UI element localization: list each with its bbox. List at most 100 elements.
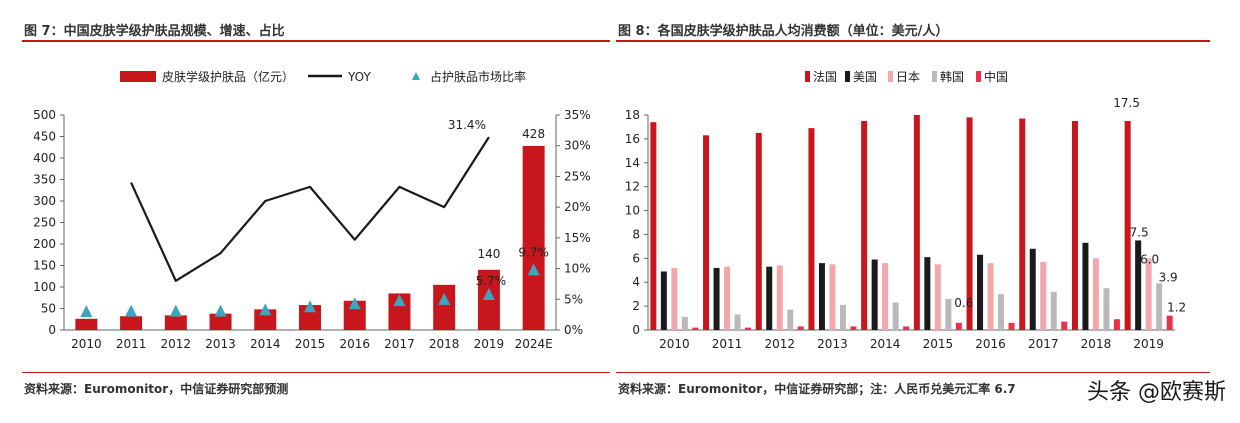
ratio-marker-2014 — [259, 303, 272, 316]
bar-china-2012 — [797, 326, 804, 330]
bar-korea-2012 — [787, 309, 794, 330]
bar-korea-2017 — [1050, 291, 1057, 330]
bar-china-2014 — [903, 326, 910, 330]
bar-scale-2018 — [433, 284, 456, 330]
ratio-marker-2024E — [527, 263, 540, 276]
right-y-tick-label: 5% — [564, 292, 583, 306]
bar-china-2010 — [692, 327, 699, 330]
x-tick-label: 2024E — [515, 337, 553, 351]
x-tick-label: 2010 — [71, 337, 102, 351]
legend-label-ratio: 占护肤品市场比率 — [430, 69, 526, 84]
right-chart: 法国 美国 日本 韩国 中国 0 2 4 6 8 10 12 14 16 18 2010 2011 2012 201… — [625, 69, 1186, 351]
bar-korea-2015 — [945, 298, 952, 330]
bar-france-2010 — [650, 122, 657, 331]
x-tick-label: 2011 — [712, 337, 743, 351]
x-tick-label: 2015 — [295, 337, 326, 351]
bar-china-2015 — [955, 322, 962, 330]
bar-usa-2018 — [1082, 242, 1089, 330]
label-ratio-2024E: 9.7% — [518, 245, 549, 259]
bar-china-2016 — [1008, 322, 1015, 330]
bar-korea-2018 — [1103, 288, 1110, 330]
bar-scale-2016 — [343, 300, 366, 330]
x-tick-label: 2011 — [116, 337, 147, 351]
bar-korea-2013 — [839, 304, 846, 330]
bar-japan-2019 — [1145, 258, 1152, 330]
y-tick-label: 16 — [625, 132, 640, 146]
ratio-marker-2016 — [348, 297, 361, 310]
bar-japan-2018 — [1092, 258, 1099, 330]
left-y-tick-label: 450 — [33, 130, 56, 144]
bar-korea-2016 — [998, 294, 1005, 330]
bar-china-2017 — [1061, 321, 1068, 330]
label-china-2019: 1.2 — [1167, 301, 1186, 315]
bar-korea-2019 — [1156, 283, 1163, 330]
bar-usa-2015 — [924, 257, 931, 330]
x-tick-label: 2016 — [975, 337, 1006, 351]
legend-swatch-france — [805, 71, 810, 82]
y-tick-label: 0 — [632, 323, 640, 337]
bar-usa-2014 — [871, 259, 878, 330]
bar-scale-2017 — [388, 293, 411, 330]
ratio-marker-2017 — [393, 294, 406, 307]
ratio-marker-2012 — [169, 304, 182, 317]
bar-japan-2013 — [829, 264, 836, 330]
legend-label-france: 法国 — [813, 70, 837, 84]
bar-usa-2011 — [713, 267, 720, 330]
x-tick-label: 2013 — [205, 337, 236, 351]
legend-swatch-scale — [120, 71, 156, 82]
legend-swatch-korea — [932, 71, 937, 82]
bar-france-2013 — [808, 128, 815, 330]
bar-japan-2016 — [987, 263, 994, 330]
ratio-marker-2019 — [482, 287, 495, 300]
label-france-2019: 17.5 — [1113, 96, 1140, 110]
right-source-rule — [616, 372, 1210, 373]
legend-label-yoy: YOY — [347, 70, 371, 84]
bar-japan-2015 — [934, 264, 941, 330]
bar-france-2017 — [1019, 118, 1026, 330]
label-japan-2019: 6.0 — [1140, 252, 1159, 266]
legend-label-korea: 韩国 — [940, 69, 964, 84]
bar-france-2011 — [703, 135, 710, 330]
legend-swatch-usa — [845, 71, 850, 82]
bar-scale-2012 — [164, 315, 187, 330]
right-source-note: 资料来源：Euromonitor，中信证券研究部；注：人民币兑美元汇率 6.7 — [618, 382, 1016, 396]
bar-usa-2013 — [818, 263, 825, 330]
right-y-tick-label: 0% — [564, 323, 583, 337]
bar-usa-2010 — [660, 271, 667, 330]
right-chart-title: 图 8：各国皮肤学级护肤品人均消费额（单位：美元/人） — [618, 24, 949, 39]
y-tick-label: 8 — [632, 227, 640, 241]
left-chart-title: 图 7：中国皮肤学级护肤品规模、增速、占比 — [24, 24, 285, 39]
bar-france-2018 — [1071, 120, 1078, 330]
legend-label-japan: 日本 — [896, 70, 920, 84]
label-china-2015: 0.6 — [954, 296, 973, 310]
x-tick-label: 2012 — [161, 337, 192, 351]
bar-korea-2011 — [734, 314, 741, 330]
y-tick-label: 6 — [632, 251, 640, 265]
label-bar-2024E: 428 — [522, 127, 545, 141]
x-tick-label: 2015 — [923, 337, 954, 351]
left-chart: 皮肤学级护肤品（亿元） YOY 占护肤品市场比率 0 50 100 150 200 250 300… — [33, 69, 591, 351]
bar-usa-2019 — [1135, 240, 1142, 330]
bar-france-2012 — [755, 132, 762, 330]
left-y-tick-label: 200 — [33, 237, 56, 251]
legend-swatch-china — [976, 71, 981, 82]
bar-korea-2010 — [681, 316, 688, 330]
y-tick-label: 12 — [625, 180, 640, 194]
x-tick-label: 2013 — [817, 337, 848, 351]
bar-korea-2014 — [892, 302, 899, 330]
bar-japan-2017 — [1040, 261, 1047, 330]
bar-scale-2011 — [120, 316, 143, 330]
bar-china-2011 — [745, 327, 752, 330]
bar-japan-2012 — [776, 265, 783, 330]
left-y-tick-label: 100 — [33, 280, 56, 294]
bar-china-2019 — [1166, 315, 1173, 330]
x-tick-label: 2012 — [764, 337, 795, 351]
yoy-line — [130, 136, 490, 282]
bar-japan-2014 — [882, 263, 889, 330]
right-title-rule — [616, 40, 1210, 42]
legend-label-china: 中国 — [984, 69, 1008, 84]
y-tick-label: 18 — [625, 108, 640, 122]
bar-france-2014 — [861, 120, 868, 330]
label-bar-2019: 140 — [477, 247, 500, 261]
bar-usa-2017 — [1029, 248, 1036, 330]
